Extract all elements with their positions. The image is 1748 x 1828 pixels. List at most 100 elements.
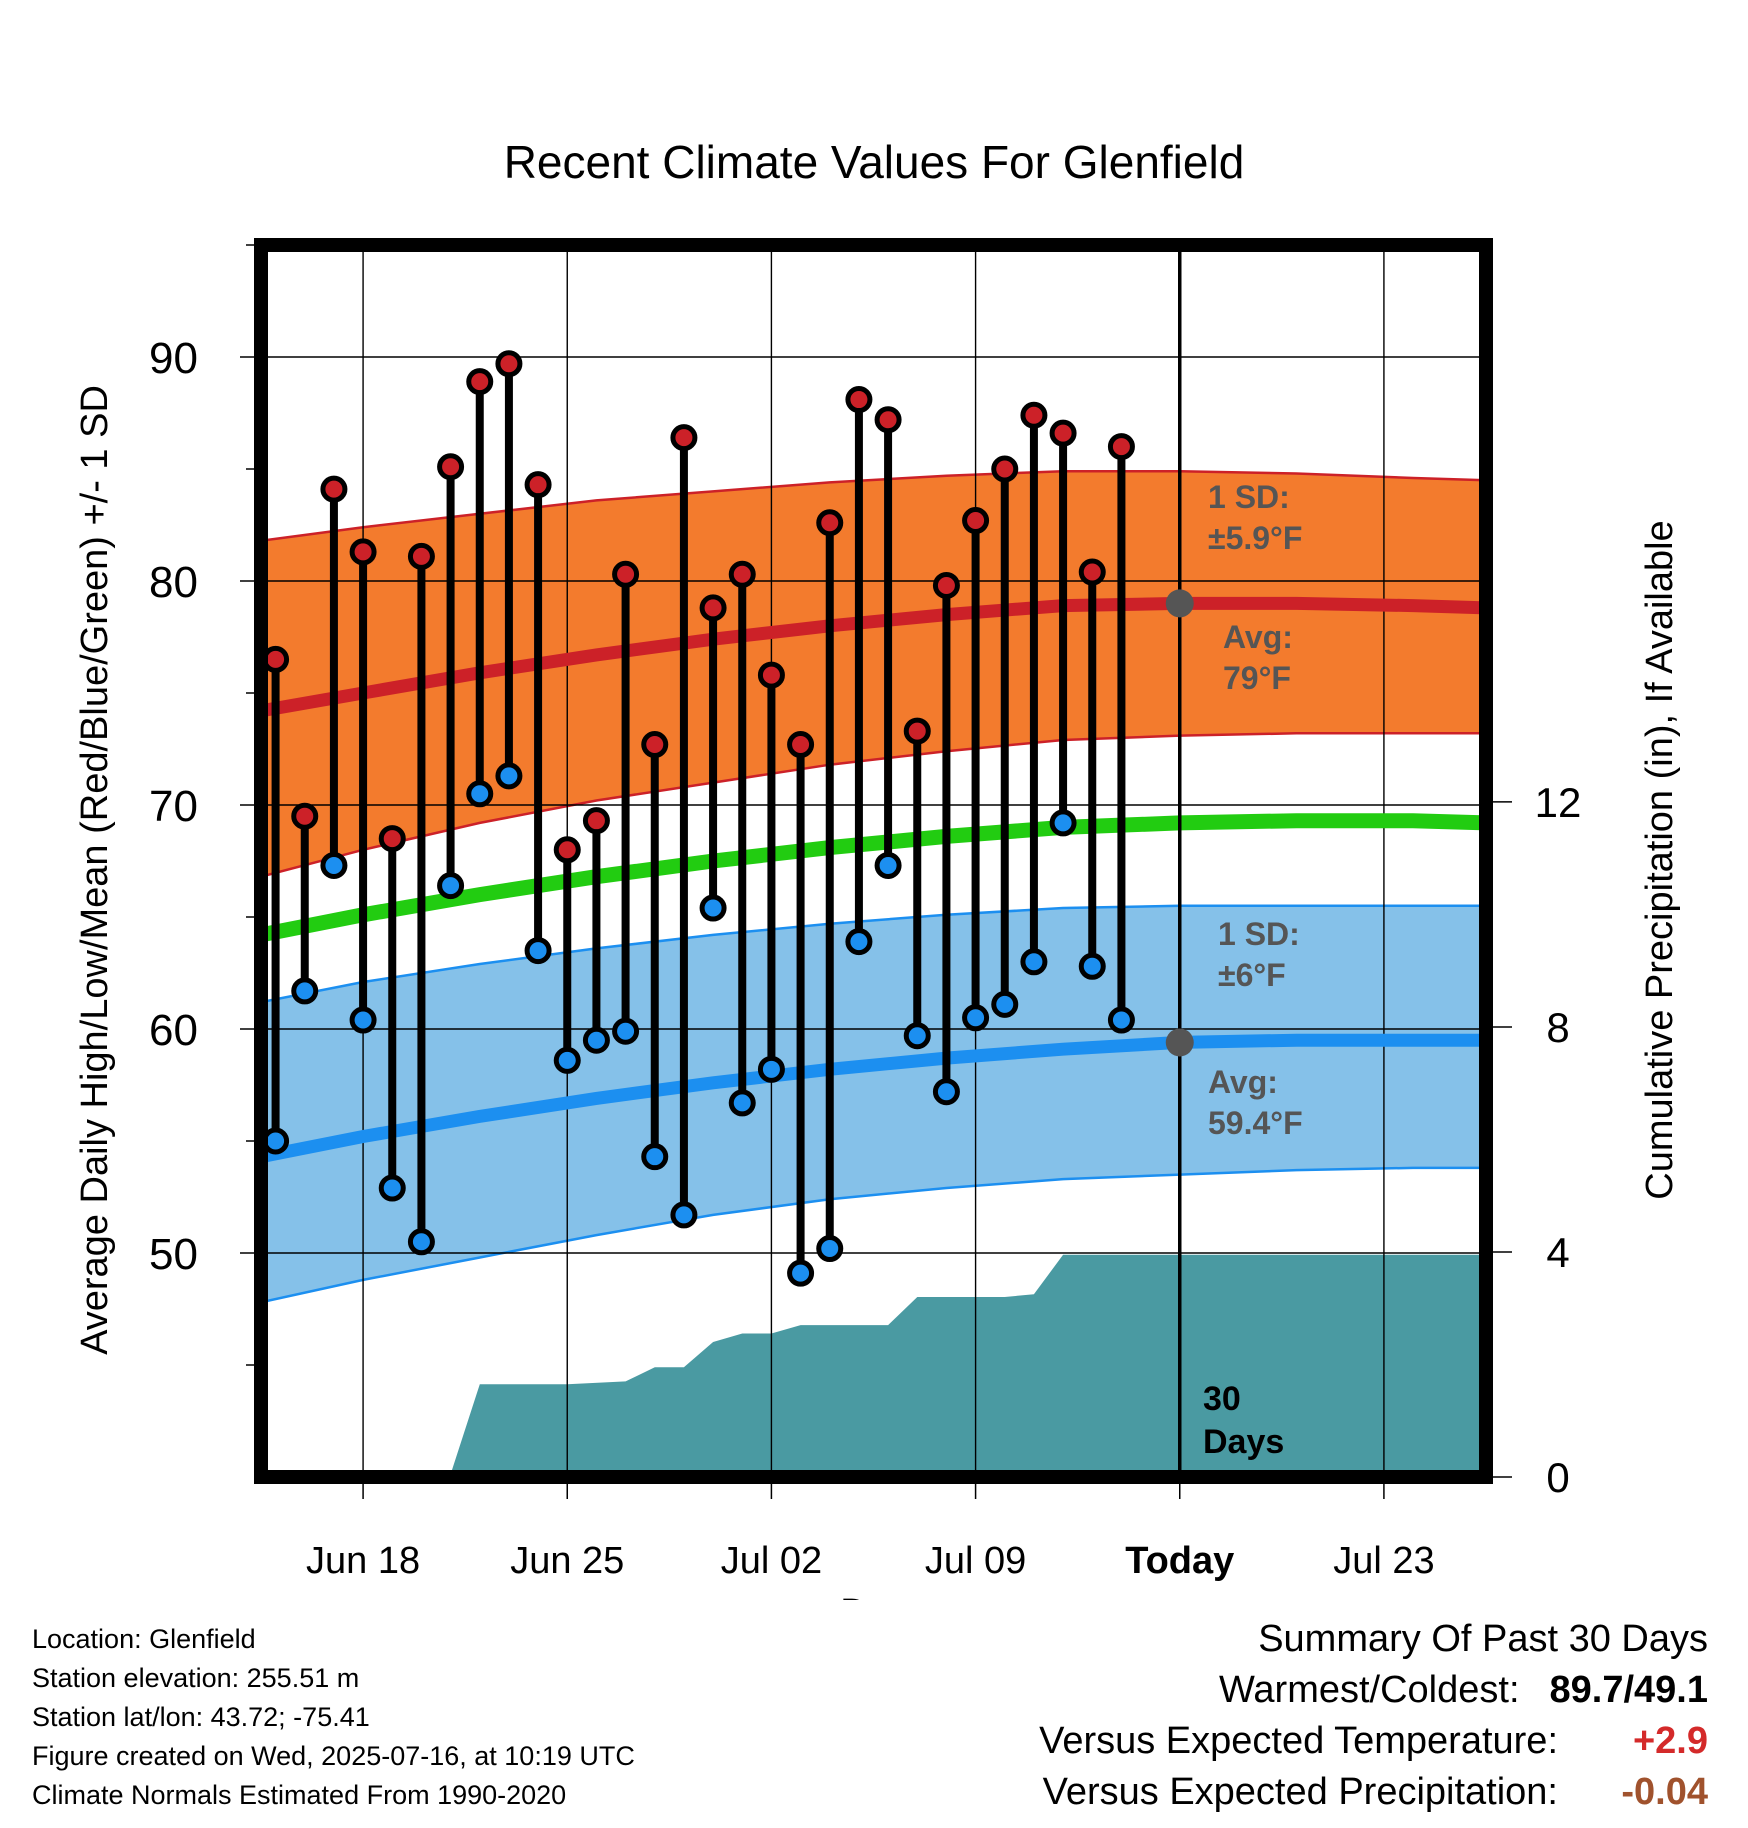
daily-low-point	[670, 1201, 698, 1229]
daily-high-point	[1107, 433, 1135, 461]
temp-label: Versus Expected Temperature:	[1039, 1720, 1558, 1762]
daily-low-point	[699, 894, 727, 922]
daily-low-point	[1020, 948, 1048, 976]
x-tick-label: Jul 09	[925, 1540, 1026, 1582]
y-tick-label-left: 60	[149, 1006, 198, 1055]
low-sd-label-line1: 1 SD:	[1218, 916, 1300, 952]
daily-high-point	[787, 731, 815, 759]
daily-high-point	[1078, 558, 1106, 586]
temp-value: +2.9	[1632, 1720, 1708, 1762]
climate-chart: Recent Climate Values For Glenfield 1 SD…	[74, 136, 1681, 1600]
today-low-normal-marker	[1165, 1028, 1194, 1057]
daily-high-point	[407, 542, 435, 570]
daily-high-point	[495, 350, 523, 378]
latlon-text: Station lat/lon: 43.72; -75.41	[32, 1702, 370, 1732]
high-sd-label-line2: ±5.9°F	[1208, 520, 1302, 556]
days-label-line2: Days	[1203, 1423, 1284, 1461]
daily-low-point	[320, 851, 348, 879]
low-normal-line	[261, 1033, 1486, 1164]
daily-low-point	[816, 1235, 844, 1263]
y-tick-label-right: 12	[1535, 779, 1582, 826]
y-axis-label-right: Cumulative Precipitation (in), If Availa…	[1639, 520, 1681, 1199]
created-text: Figure created on Wed, 2025-07-16, at 10…	[32, 1741, 635, 1771]
daily-low-point	[757, 1055, 785, 1083]
daily-low-point	[612, 1017, 640, 1045]
daily-high-point	[874, 406, 902, 434]
daily-high-point	[728, 560, 756, 588]
elevation-text: Station elevation: 255.51 m	[32, 1663, 360, 1693]
daily-high-point	[845, 386, 873, 414]
y-tick-label-left: 70	[149, 782, 198, 831]
location-text: Location: Glenfield	[32, 1624, 256, 1654]
daily-low-point	[932, 1078, 960, 1106]
warmest-row: Warmest/Coldest: 89.7/49.1	[1039, 1665, 1708, 1716]
daily-low-point	[728, 1089, 756, 1117]
daily-low-point	[553, 1046, 581, 1074]
daily-low-point	[874, 851, 902, 879]
daily-high-point	[1049, 419, 1077, 447]
daily-high-point	[320, 475, 348, 503]
low-sd-label-line2: ±6°F	[1218, 957, 1286, 993]
today-high-normal-marker	[1165, 589, 1194, 618]
x-axis-label: Day	[840, 1592, 908, 1600]
high-sd-label-line1: 1 SD:	[1208, 479, 1290, 515]
daily-high-point	[962, 507, 990, 535]
daily-high-point	[291, 802, 319, 830]
daily-low-point	[524, 937, 552, 965]
summary-panel: Summary Of Past 30 Days Warmest/Coldest:…	[1039, 1614, 1708, 1818]
plot-area: 1 SD: ±5.9°F Avg: 79°F 1 SD: ±6°F Avg: 59.4°F 30…	[149, 238, 1582, 1582]
y-tick-label-right: 4	[1546, 1229, 1569, 1276]
plot-frame	[254, 238, 1493, 1484]
daily-low-point	[1107, 1006, 1135, 1034]
daily-low-point	[495, 762, 523, 790]
y-tick-label-left: 80	[149, 558, 198, 607]
low-avg-label-line1: Avg:	[1208, 1064, 1278, 1100]
daily-low-point	[1049, 809, 1077, 837]
station-info: Location: Glenfield Station elevation: 2…	[32, 1620, 635, 1815]
temp-row: Versus Expected Temperature: +2.9	[1039, 1716, 1708, 1767]
x-tick-label: Today	[1125, 1540, 1234, 1582]
daily-high-point	[699, 594, 727, 622]
daily-high-point	[378, 825, 406, 853]
daily-high-point	[1020, 401, 1048, 429]
daily-low-point	[1078, 952, 1106, 980]
x-tick-label: Jun 18	[306, 1540, 420, 1582]
y-axis-label-left: Average Daily High/Low/Mean (Red/Blue/Gr…	[74, 385, 116, 1355]
x-tick-label: Jul 23	[1333, 1540, 1434, 1582]
daily-low-point	[466, 780, 494, 808]
daily-high-point	[582, 807, 610, 835]
precip-value: -0.04	[1621, 1771, 1708, 1813]
daily-high-point	[757, 661, 785, 689]
warmest-label: Warmest/Coldest:	[1218, 1669, 1520, 1711]
daily-low-point	[991, 990, 1019, 1018]
precip-row: Versus Expected Precipitation: -0.04	[1039, 1767, 1708, 1818]
low-sd-lower-line	[261, 1166, 1486, 1304]
daily-high-point	[349, 538, 377, 566]
daily-low-point	[291, 977, 319, 1005]
daily-high-point	[991, 455, 1019, 483]
daily-high-point	[553, 836, 581, 864]
precip-label: Versus Expected Precipitation:	[1042, 1771, 1558, 1813]
y-tick-label-left: 90	[149, 334, 198, 383]
daily-low-point	[641, 1143, 669, 1171]
normals-text: Climate Normals Estimated From 1990-2020	[32, 1780, 567, 1810]
chart-title: Recent Climate Values For Glenfield	[504, 136, 1245, 188]
daily-low-point	[962, 1004, 990, 1032]
daily-low-point	[407, 1228, 435, 1256]
daily-high-point	[524, 471, 552, 499]
low-avg-label-line2: 59.4°F	[1208, 1105, 1303, 1141]
daily-high-point	[641, 731, 669, 759]
daily-high-point	[816, 509, 844, 537]
high-avg-label-line1: Avg:	[1223, 619, 1293, 655]
y-tick-label-right: 8	[1546, 1004, 1569, 1051]
low-sd-upper-line	[261, 904, 1486, 1004]
daily-high-point	[466, 368, 494, 396]
plot-inner: 1 SD: ±5.9°F Avg: 79°F 1 SD: ±6°F Avg: 59.4°F 30…	[261, 245, 1486, 1477]
precipitation-area	[261, 1254, 1486, 1477]
daily-low-point	[349, 1006, 377, 1034]
daily-high-point	[932, 571, 960, 599]
daily-low-point	[378, 1174, 406, 1202]
y-tick-label-right: 0	[1546, 1454, 1569, 1501]
daily-low-point	[903, 1022, 931, 1050]
days-label-line1: 30	[1203, 1380, 1241, 1418]
